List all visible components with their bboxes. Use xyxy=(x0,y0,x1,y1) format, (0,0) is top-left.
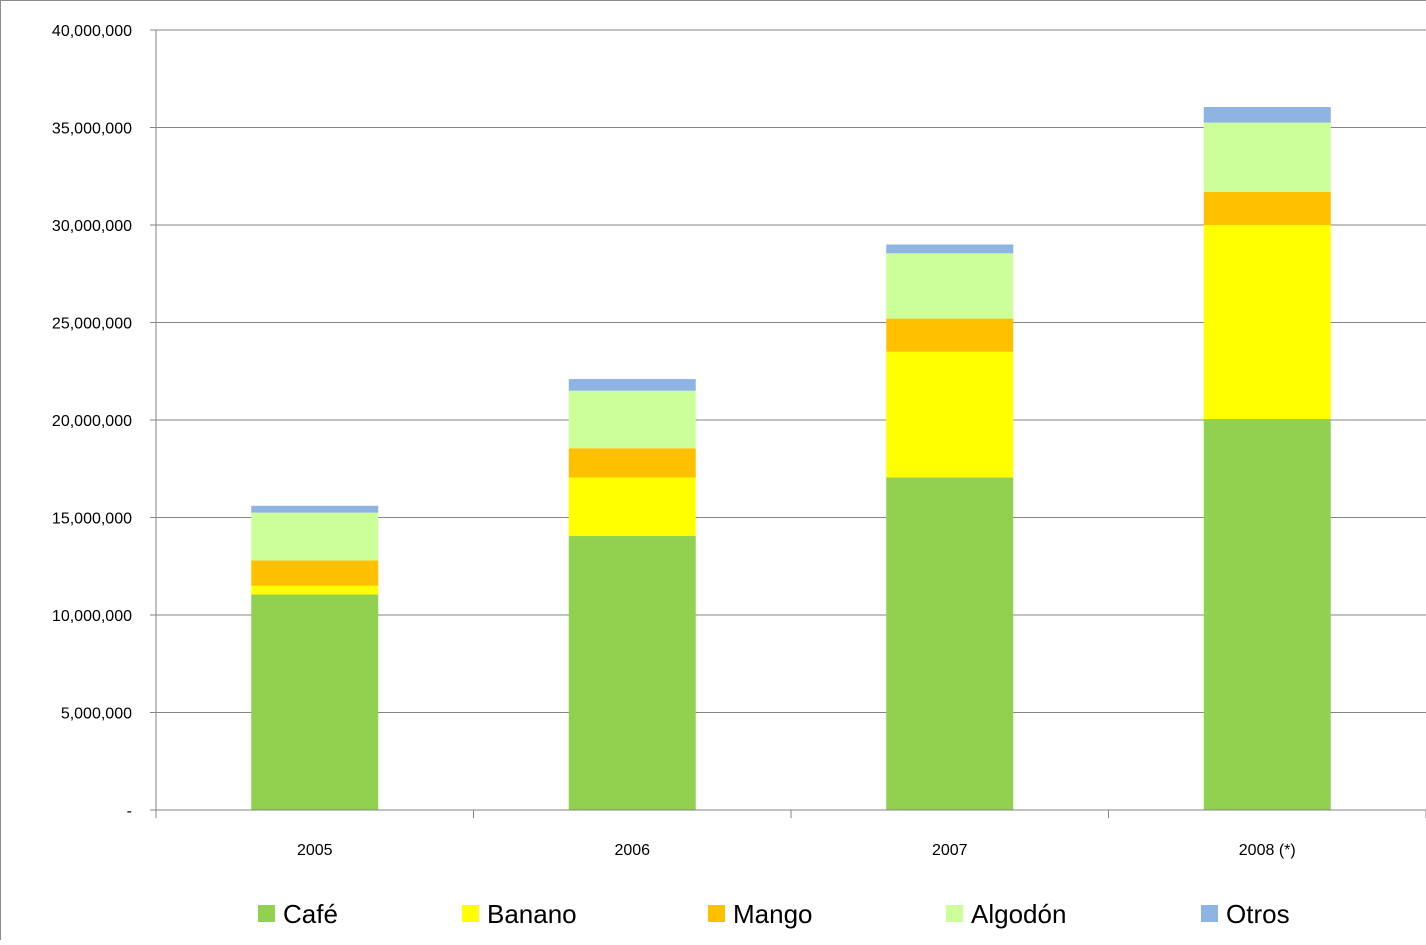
legend-swatch xyxy=(1201,905,1218,922)
bar-mango-1 xyxy=(569,448,696,477)
y-tick-label: 10,000,000 xyxy=(52,608,132,625)
bar-cafe-0 xyxy=(251,595,378,810)
y-tick-label: 40,000,000 xyxy=(52,23,132,40)
bar-algodon-1 xyxy=(569,391,696,449)
y-tick-label: 30,000,000 xyxy=(52,218,132,235)
y-tick-label: - xyxy=(127,803,132,820)
bar-cafe-3 xyxy=(1204,419,1331,810)
y-tick-label: 20,000,000 xyxy=(52,413,132,430)
x-tick-label: 2007 xyxy=(932,842,968,859)
legend-swatch xyxy=(946,905,963,922)
x-tick-label: 2008 (*) xyxy=(1239,842,1296,859)
bar-cafe-1 xyxy=(569,536,696,810)
bar-otros-0 xyxy=(251,506,378,513)
bar-banano-2 xyxy=(886,352,1013,478)
bar-otros-2 xyxy=(886,245,1013,254)
bar-otros-1 xyxy=(569,379,696,391)
x-tick-label: 2005 xyxy=(297,842,333,859)
bar-otros-3 xyxy=(1204,107,1331,123)
legend-swatch xyxy=(708,905,725,922)
bar-algodon-0 xyxy=(251,513,378,561)
legend-label: Algodón xyxy=(971,899,1066,929)
bar-algodon-2 xyxy=(886,253,1013,318)
legend-label: Banano xyxy=(487,899,577,929)
legend-swatch xyxy=(258,905,275,922)
bar-banano-3 xyxy=(1204,225,1331,419)
legend-swatch xyxy=(462,905,479,922)
legend-label: Café xyxy=(283,899,338,929)
x-tick-label: 2006 xyxy=(614,842,650,859)
legend-label: Otros xyxy=(1226,899,1290,929)
y-tick-label: 35,000,000 xyxy=(52,121,132,138)
bar-mango-3 xyxy=(1204,192,1331,225)
bar-banano-0 xyxy=(251,586,378,595)
bar-algodon-3 xyxy=(1204,123,1331,192)
bar-mango-2 xyxy=(886,319,1013,352)
y-tick-label: 5,000,000 xyxy=(61,706,132,723)
y-tick-label: 25,000,000 xyxy=(52,316,132,333)
legend-label: Mango xyxy=(733,899,813,929)
bar-banano-1 xyxy=(569,478,696,537)
bar-mango-0 xyxy=(251,560,378,585)
bar-cafe-2 xyxy=(886,478,1013,810)
y-tick-label: 15,000,000 xyxy=(52,511,132,528)
